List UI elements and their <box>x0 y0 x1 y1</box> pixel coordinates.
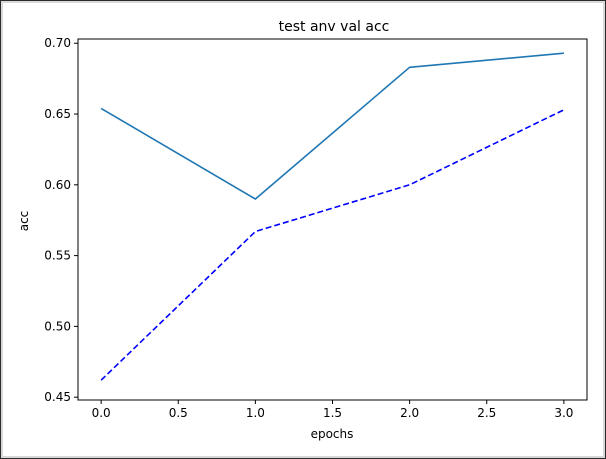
y-tick-label: 0.50 <box>44 319 71 333</box>
x-axis-label: epochs <box>311 427 354 441</box>
y-tick-label: 0.70 <box>44 36 71 50</box>
y-tick-label: 0.60 <box>44 178 71 192</box>
x-tick-label: 3.0 <box>554 406 573 420</box>
x-tick-label: 1.0 <box>246 406 265 420</box>
series-line-2 <box>100 109 565 381</box>
y-axis-label: acc <box>17 211 31 232</box>
y-tick-label: 0.55 <box>44 249 71 263</box>
chart-title: test anv val acc <box>279 19 390 35</box>
x-tick-label: 0.0 <box>92 406 111 420</box>
axes-frame <box>77 38 588 401</box>
x-axis-ticks: 0.0 0.5 1.0 1.5 2.0 2.5 3.0 <box>92 400 573 420</box>
y-axis-ticks: 0.45 0.50 0.55 0.60 0.65 0.70 <box>44 36 78 404</box>
x-tick-label: 1.5 <box>323 406 342 420</box>
x-tick-label: 0.5 <box>169 406 188 420</box>
series-line-1 <box>100 52 564 200</box>
x-tick-label: 2.0 <box>400 406 419 420</box>
y-tick-label: 0.65 <box>44 107 71 121</box>
x-tick-label: 2.5 <box>477 406 496 420</box>
series-layer <box>100 52 565 381</box>
y-tick-label: 0.45 <box>44 390 71 404</box>
